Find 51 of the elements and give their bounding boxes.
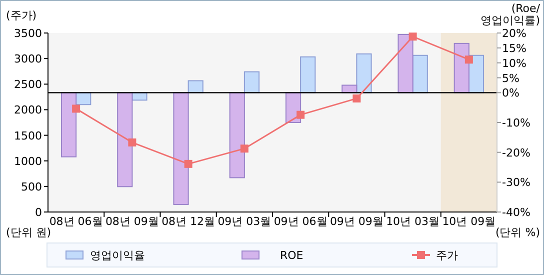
bar bbox=[244, 71, 260, 94]
x-tick-label: 09년 03월 bbox=[218, 215, 272, 228]
bar bbox=[398, 34, 414, 94]
y-tick-label: 0 bbox=[35, 206, 42, 219]
y-tick-label: 1000 bbox=[14, 154, 42, 168]
bar bbox=[229, 92, 245, 178]
y-tick-label: 3000 bbox=[14, 52, 42, 66]
bar bbox=[454, 42, 470, 94]
legend-label: 주가 bbox=[436, 249, 458, 262]
y2-tick-label: -20% bbox=[502, 146, 530, 160]
point bbox=[240, 144, 248, 153]
y2-tick-label: -10% bbox=[502, 116, 530, 130]
y-tick-label: 1500 bbox=[14, 129, 42, 142]
point bbox=[184, 160, 192, 168]
y-axis-title: (주가) bbox=[6, 9, 37, 22]
y2-tick-label: -40% bbox=[502, 206, 530, 219]
bar bbox=[60, 92, 77, 158]
point bbox=[128, 138, 136, 146]
x-tick-label: 09년 06월 bbox=[274, 215, 328, 228]
x-tick-label: 10년 09월 bbox=[442, 215, 496, 228]
point bbox=[72, 104, 80, 113]
y2-tick-label: -30% bbox=[502, 176, 530, 190]
bar bbox=[356, 53, 372, 94]
point bbox=[296, 110, 305, 119]
y2-tick-label: 0% bbox=[502, 86, 520, 100]
y2-tick-label: 15% bbox=[502, 42, 526, 55]
legend-label: ROE bbox=[280, 249, 304, 262]
x-tick-label: 08년 09월 bbox=[105, 215, 159, 228]
text: (단위 원) bbox=[6, 226, 52, 239]
text: (단위 %) bbox=[495, 226, 540, 239]
y-tick-label: 3500 bbox=[14, 27, 42, 40]
legend-label: 영업이익율 bbox=[90, 249, 145, 262]
bar bbox=[412, 54, 428, 94]
y2-tick-label: 10% bbox=[502, 56, 526, 70]
y2-axis-title: (Roe/ 영업이익률) bbox=[480, 2, 540, 27]
point bbox=[352, 94, 361, 102]
x-tick-label: 10년 03월 bbox=[386, 215, 440, 228]
bar bbox=[300, 56, 316, 94]
bar bbox=[173, 92, 189, 206]
x-tick-label: 08년 12월 bbox=[162, 215, 216, 228]
point bbox=[464, 56, 473, 64]
y2-tick-label: 20% bbox=[502, 27, 526, 40]
bar bbox=[188, 80, 204, 94]
x-tick-label: 08년 06월 bbox=[49, 215, 103, 228]
bar bbox=[117, 92, 133, 188]
y2-tick-label: 5% bbox=[502, 72, 520, 85]
y-tick-label: 500 bbox=[21, 180, 42, 194]
y-tick-label: 2500 bbox=[14, 78, 42, 92]
y-tick-label: 2000 bbox=[14, 104, 42, 117]
x-tick-label: 09년 09월 bbox=[330, 215, 384, 228]
point bbox=[408, 32, 417, 41]
